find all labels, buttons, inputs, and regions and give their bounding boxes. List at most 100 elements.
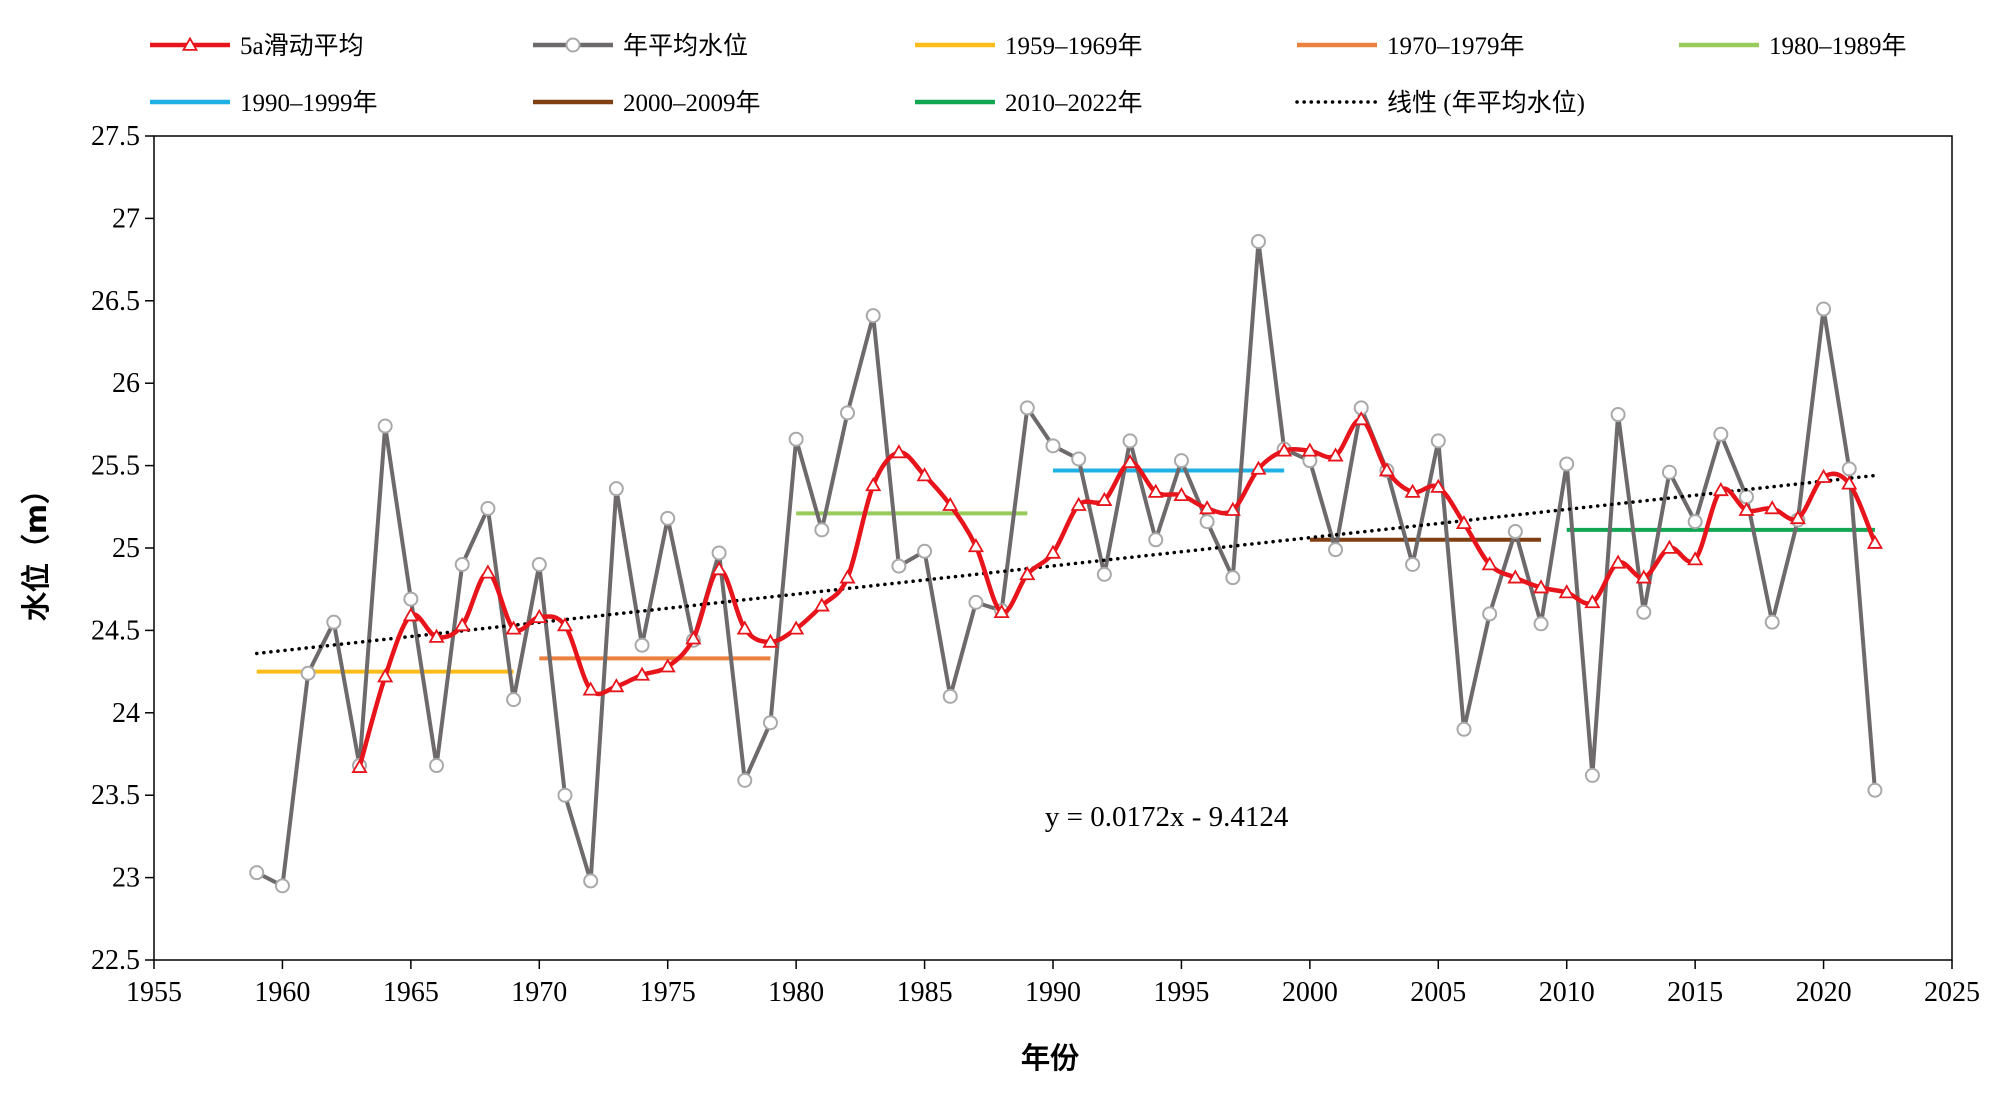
annual-mean-point [1173, 453, 1189, 469]
moving-average-point [993, 603, 1010, 619]
annual-mean-point [788, 431, 804, 447]
legend-label: 1980–1989年 [1769, 32, 1907, 60]
moving-average-point [1455, 514, 1473, 530]
annual-mean-point [891, 558, 907, 574]
moving-average-point [967, 538, 984, 553]
annual-mean-point [814, 522, 830, 538]
legend-label: 1970–1979年 [1387, 32, 1525, 60]
moving-average-point [1404, 483, 1421, 498]
x-axis-title: 年份 [1021, 1041, 1079, 1075]
moving-average-point [377, 668, 394, 683]
annual-mean-point [1430, 433, 1446, 449]
legend-item: 1990–1999年 [150, 89, 378, 117]
annual-mean-point [660, 510, 676, 526]
moving-average-point [865, 477, 882, 492]
legend-label: 2010–2022年 [1005, 89, 1143, 117]
annual-mean-point [1559, 456, 1575, 472]
moving-average-point [1815, 468, 1832, 483]
regression-equation: y = 0.0172x - 9.4124 [1045, 801, 1289, 833]
annual-mean-point [1739, 489, 1755, 505]
y-axis: 22.5 23 23.5 24 24.5 25 25.5 26 26.5 27 27.5 [91, 121, 154, 976]
x-tick-label: 1980 [768, 977, 824, 1008]
annual-mean-point [1816, 301, 1832, 317]
moving-average-point [1147, 483, 1164, 498]
annual-mean-point [480, 500, 496, 516]
annual-mean-point [1250, 233, 1266, 249]
moving-average-point [1610, 554, 1627, 569]
annual-mean-point [1764, 614, 1780, 630]
moving-average-point [633, 666, 651, 681]
y-tick-label: 24 [112, 698, 140, 729]
legend-label: 5a滑动平均 [240, 32, 364, 60]
annual-mean-point [506, 692, 522, 708]
legend-item: 5a滑动平均 [150, 32, 364, 60]
y-tick-label: 22.5 [91, 945, 140, 976]
moving-average-point [839, 569, 856, 584]
x-tick-label: 1995 [1153, 977, 1209, 1008]
x-tick-label: 2010 [1539, 977, 1595, 1008]
legend-label: 1990–1999年 [240, 89, 378, 117]
moving-average-point [454, 617, 471, 632]
annual-mean-point [1661, 464, 1677, 480]
annual-mean-point [1610, 407, 1626, 423]
x-tick-label: 1970 [511, 977, 567, 1008]
moving-average-point [1250, 460, 1267, 475]
y-axis-title: 水位（m） [19, 475, 53, 621]
annual-mean-line [255, 239, 1877, 888]
annual-mean-point [326, 614, 342, 630]
moving-average-point [788, 620, 805, 635]
annual-mean-point [1045, 438, 1061, 454]
y-tick-label: 27 [112, 203, 140, 234]
annual-mean-point [1225, 570, 1241, 586]
legend-marker [565, 37, 581, 53]
y-tick-label: 24.5 [91, 615, 140, 646]
x-tick-label: 2025 [1924, 977, 1980, 1008]
x-tick-label: 2005 [1410, 977, 1466, 1008]
legend-item: 1959–1969年 [915, 32, 1143, 60]
annual-mean-point [1199, 514, 1215, 530]
moving-average-point [1276, 442, 1293, 457]
annual-mean-point [968, 594, 984, 610]
moving-average-point [1044, 544, 1062, 559]
moving-average-point [942, 496, 959, 511]
annual-mean-point [762, 715, 778, 731]
y-tick-label: 27.5 [91, 121, 140, 152]
y-tick-label: 25.5 [91, 451, 140, 482]
annual-mean-point [1482, 606, 1498, 622]
moving-average-point [1789, 510, 1806, 525]
annual-mean-point [711, 545, 727, 561]
y-tick-label: 26.5 [91, 286, 140, 317]
annual-mean-point [249, 865, 265, 881]
annual-mean-point [1096, 566, 1112, 582]
y-tick-label: 23.5 [91, 780, 140, 811]
moving-average-point [685, 630, 702, 645]
annual-mean-point [429, 758, 445, 774]
annual-mean-point [1019, 400, 1035, 416]
legend-label: 1959–1969年 [1005, 32, 1143, 60]
x-tick-label: 1955 [126, 977, 182, 1008]
moving-average-point [1224, 501, 1241, 516]
series-layer [249, 233, 1883, 894]
moving-average-point [505, 620, 522, 635]
annual-mean-point [1456, 721, 1472, 737]
moving-average-point [916, 467, 933, 482]
annual-mean-point [1405, 556, 1421, 572]
moving-average-point [1353, 411, 1370, 426]
legend-item: 线性 (年平均水位) [1295, 89, 1585, 117]
moving-average-point [1687, 551, 1704, 566]
annual-mean-point [1636, 604, 1652, 620]
legend-label: 线性 (年平均水位) [1387, 89, 1585, 117]
moving-average-point [428, 628, 445, 643]
moving-average-point [556, 617, 574, 632]
legend-item: 1970–1979年 [1297, 32, 1525, 60]
x-tick-label: 1990 [1025, 977, 1081, 1008]
moving-average-point [402, 607, 419, 622]
moving-average-point [1764, 500, 1781, 515]
annual-mean-point [1122, 433, 1138, 449]
moving-average-point [1019, 566, 1036, 581]
legend-item: 年平均水位 [533, 32, 748, 60]
moving-average-point [1199, 500, 1216, 515]
moving-average-point [1507, 569, 1524, 584]
moving-average-point [1070, 496, 1087, 511]
annual-mean-point [403, 591, 419, 607]
